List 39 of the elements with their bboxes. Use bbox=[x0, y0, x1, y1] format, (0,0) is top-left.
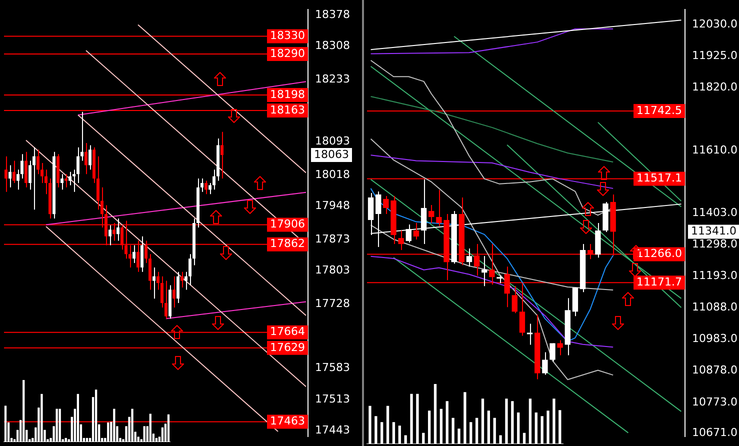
y-tick-label: 17728 bbox=[315, 296, 350, 310]
y-tick-label: 11610.0 bbox=[692, 144, 738, 157]
ref-line-label: 18163 bbox=[270, 103, 306, 116]
ref-line-label: 11742.5 bbox=[636, 104, 682, 117]
y-tick-label: 12030.0 bbox=[692, 17, 738, 30]
y-tick-label: 11298.0 bbox=[692, 238, 738, 250]
y-tick-label: 17513 bbox=[315, 392, 350, 406]
y-tick-label: 10878.0 bbox=[692, 364, 738, 377]
ref-line-label: 17862 bbox=[270, 237, 306, 250]
y-tick-label: 18018 bbox=[315, 168, 350, 181]
ref-line-label: 17906 bbox=[270, 218, 306, 231]
ref-line-label: 17664 bbox=[270, 325, 306, 338]
y-tick-label: 17583 bbox=[315, 361, 350, 374]
ref-line-label: 11517.1 bbox=[636, 172, 682, 185]
ref-line-label: 18330 bbox=[270, 29, 306, 42]
y-tick-label: 17948 bbox=[315, 198, 350, 212]
y-tick-label: 17443 bbox=[315, 423, 350, 436]
y-tick-label: 11925.0 bbox=[692, 49, 738, 62]
ref-line-label: 17463 bbox=[270, 414, 306, 428]
y-tick-label: 17803 bbox=[315, 263, 350, 276]
y-tick-label: 18308 bbox=[315, 38, 350, 52]
y-tick-label: 18233 bbox=[315, 72, 350, 86]
text: 11341.0 bbox=[691, 224, 736, 238]
y-tick-label: 18093 bbox=[315, 134, 350, 148]
ref-line-label: 18198 bbox=[270, 88, 306, 101]
ref-line-label: 11266.0 bbox=[636, 247, 682, 260]
text: 18063 bbox=[314, 148, 349, 161]
y-tick-label: 11193.0 bbox=[692, 269, 738, 282]
y-tick-label: 10671.0 bbox=[692, 426, 738, 439]
y-tick-label: 18378 bbox=[315, 8, 350, 21]
y-tick-label: 11403.0 bbox=[692, 206, 738, 219]
ref-line-label: 17629 bbox=[270, 340, 306, 354]
y-tick-label: 17873 bbox=[315, 232, 350, 246]
ref-line-label: 11171.7 bbox=[636, 275, 682, 288]
y-tick-label: 11088.0 bbox=[692, 300, 738, 314]
y-tick-label: 10773.0 bbox=[692, 395, 738, 408]
y-tick-label: 10983.0 bbox=[692, 332, 738, 346]
ref-line-label: 18290 bbox=[270, 46, 306, 60]
y-tick-label: 11820.0 bbox=[692, 80, 738, 94]
